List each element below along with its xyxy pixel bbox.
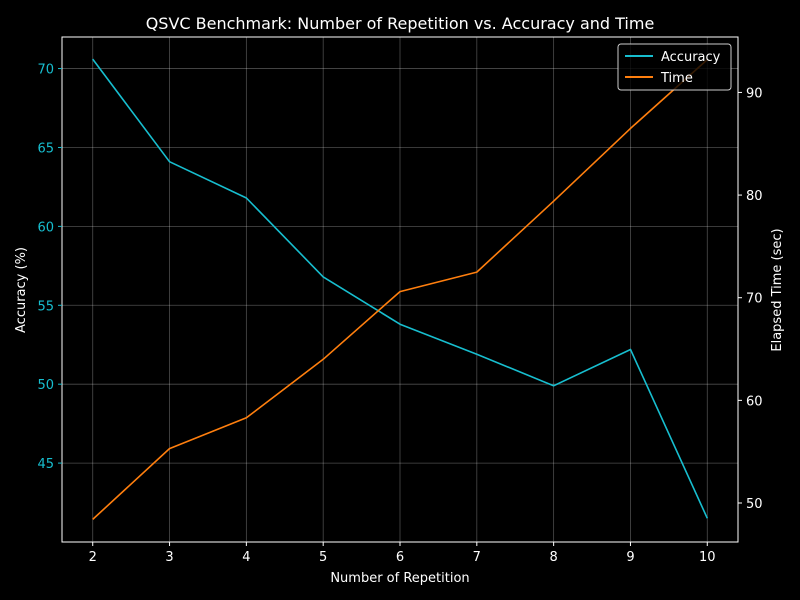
y-axis-right-label: Elapsed Time (sec) (770, 228, 785, 351)
x-tick-label: 8 (549, 550, 557, 565)
y-axis-left: 45 50 55 60 65 70 (37, 63, 62, 472)
x-tick-label: 5 (319, 550, 327, 565)
x-tick-label: 10 (699, 550, 716, 565)
y-left-tick-label: 70 (37, 63, 54, 78)
y-axis-right: 50 60 70 80 90 (738, 86, 763, 512)
legend: Accuracy Time (617, 43, 732, 91)
legend-accuracy-label: Accuracy (661, 50, 721, 65)
y-left-tick-label: 50 (37, 378, 54, 393)
x-tick-label: 4 (242, 550, 250, 565)
y-right-tick-label: 50 (746, 497, 763, 512)
y-right-tick-label: 60 (746, 394, 763, 409)
series-line-accuracy (92, 58, 709, 519)
legend-time-label: Time (660, 71, 693, 86)
x-tick-label: 6 (396, 550, 404, 565)
y-right-tick-label: 70 (746, 292, 763, 307)
y-right-tick-label: 80 (746, 189, 763, 204)
x-tick-label: 9 (626, 550, 634, 565)
y-axis-left-label: Accuracy (%) (14, 247, 29, 333)
x-tick-label: 7 (473, 550, 481, 565)
series-layer (92, 58, 709, 520)
x-axis: 2 3 4 5 6 7 8 9 10 (89, 542, 716, 565)
chart-title: QSVC Benchmark: Number of Repetition vs.… (146, 14, 655, 33)
y-left-tick-label: 60 (37, 220, 54, 235)
grid (62, 37, 738, 542)
x-tick-label: 3 (165, 550, 173, 565)
x-tick-label: 2 (89, 550, 97, 565)
x-axis-label: Number of Repetition (330, 571, 469, 586)
series-line-time (92, 59, 708, 520)
y-left-tick-label: 55 (37, 299, 54, 314)
y-left-tick-label: 65 (37, 141, 54, 156)
y-right-tick-label: 90 (746, 86, 763, 101)
y-left-tick-label: 45 (37, 457, 54, 472)
